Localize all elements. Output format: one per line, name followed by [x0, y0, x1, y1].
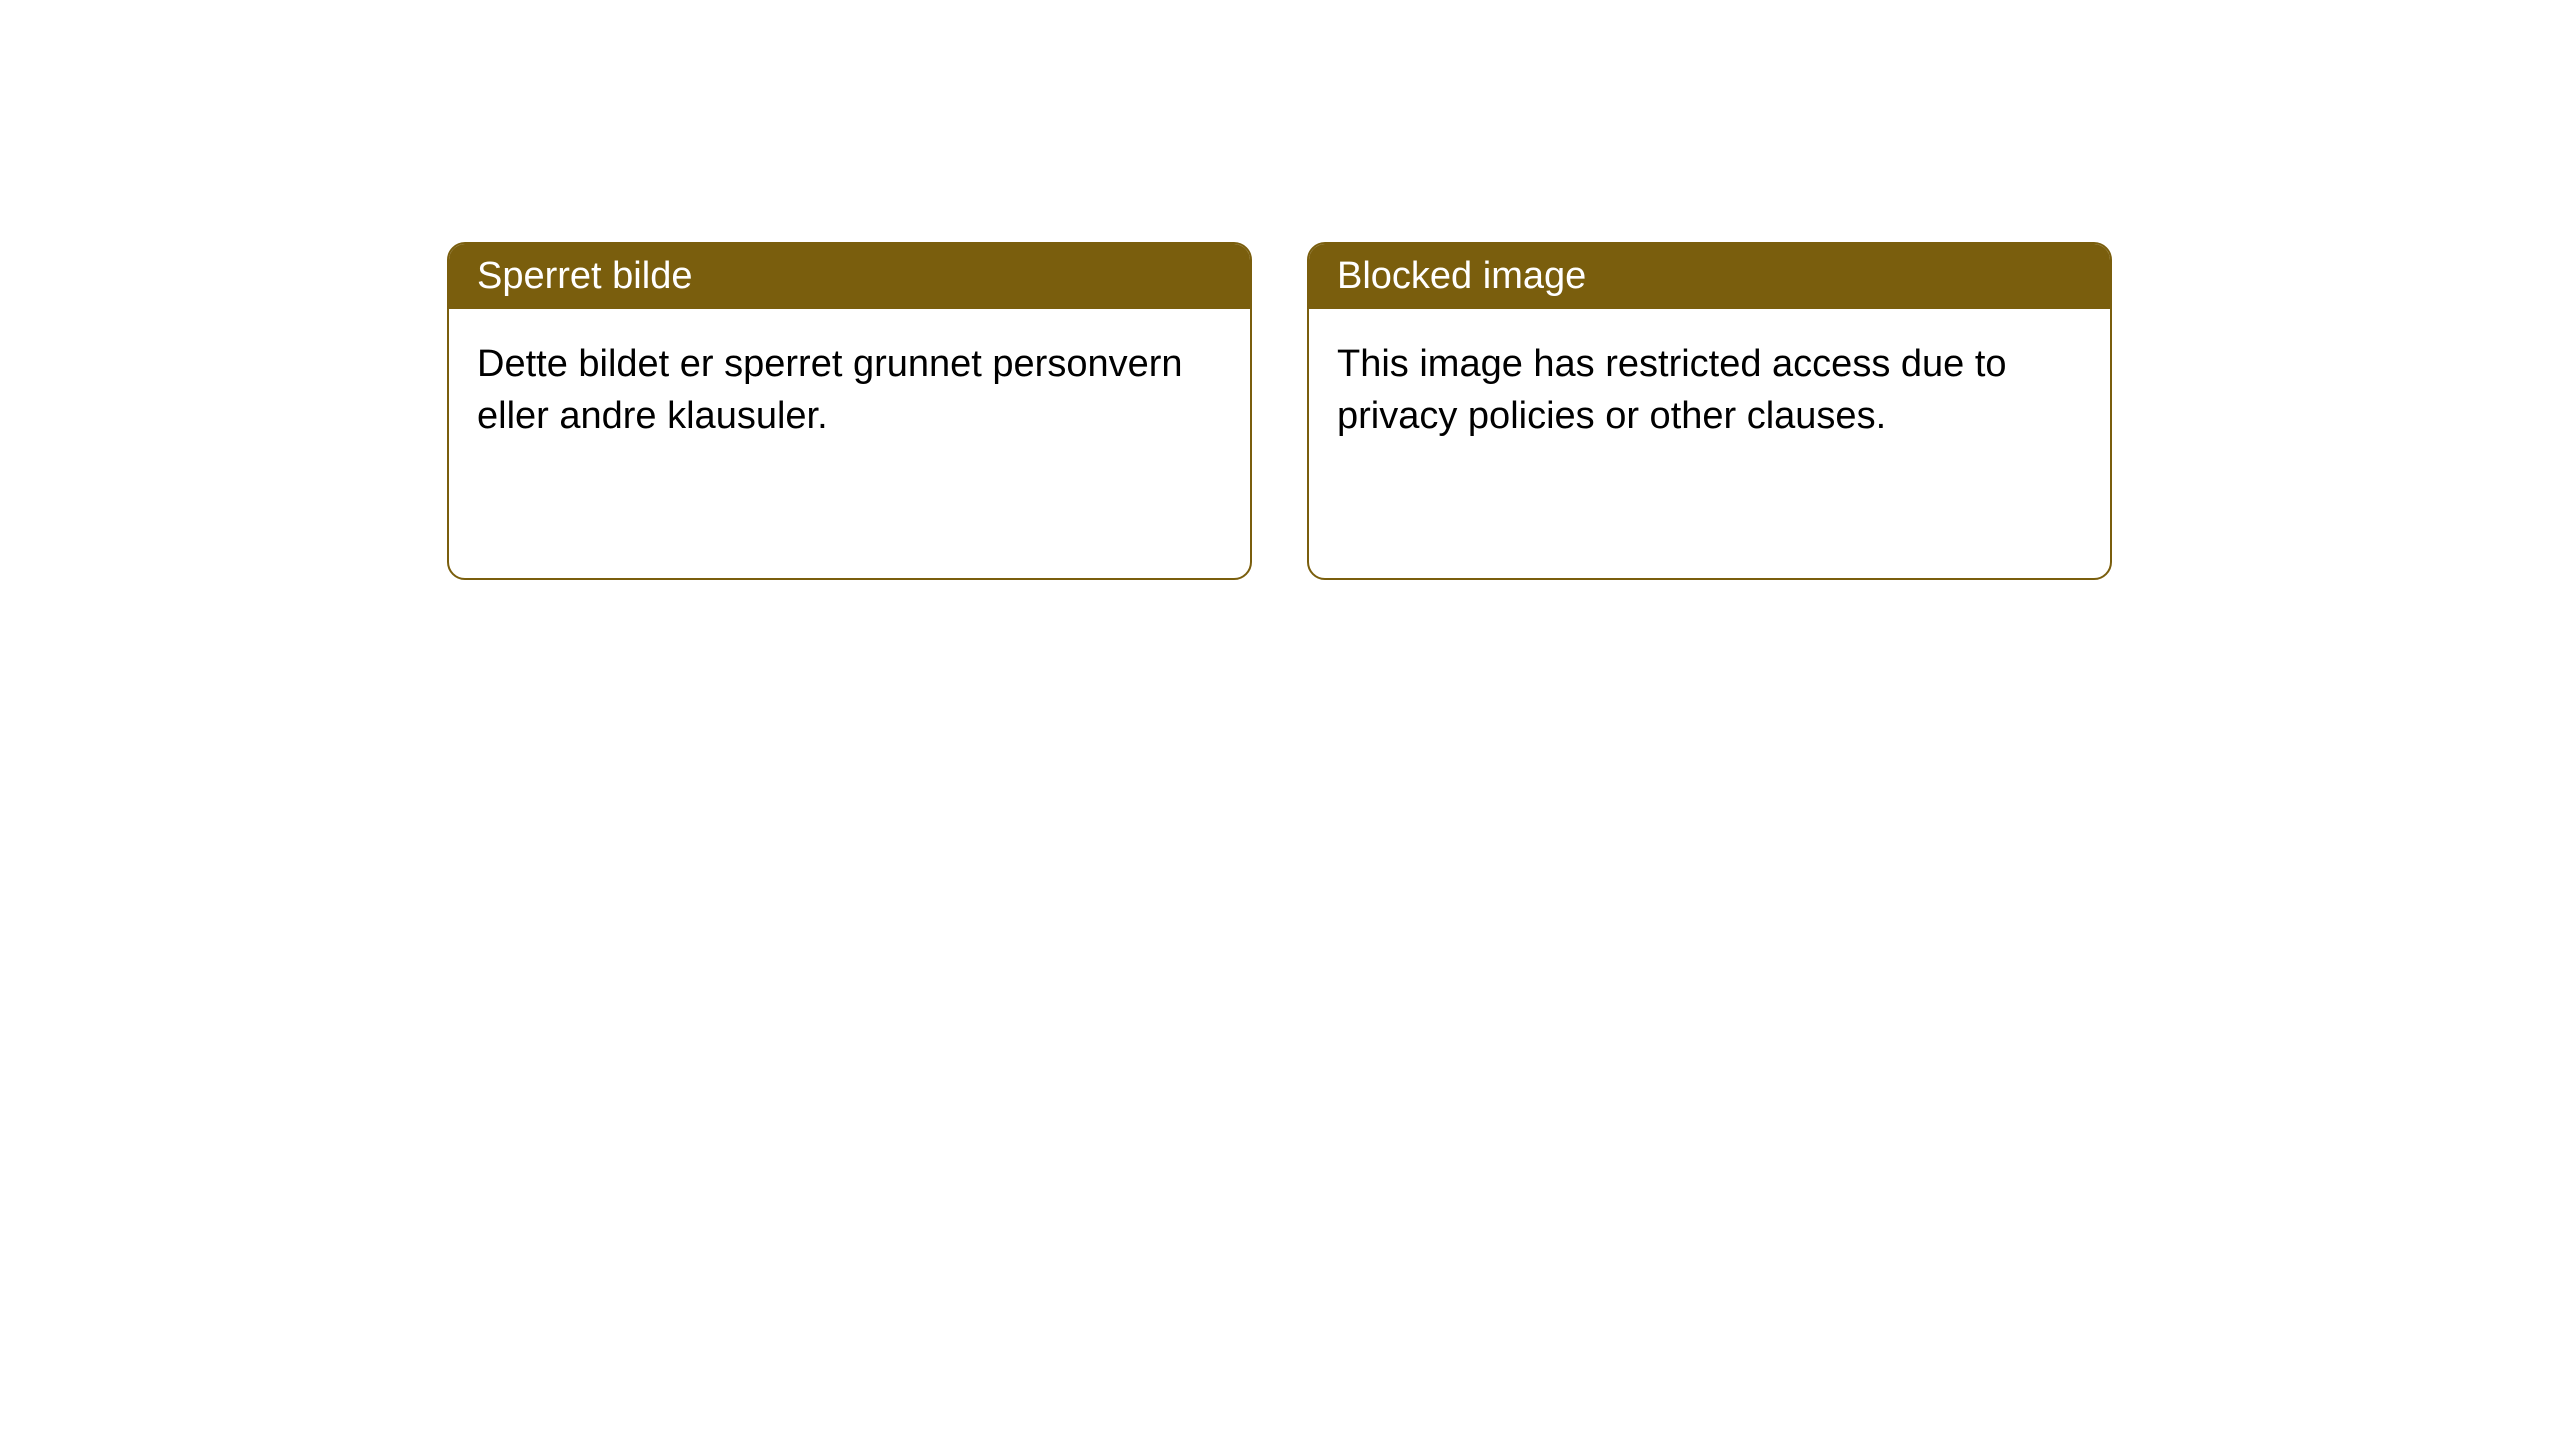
notice-body-english: This image has restricted access due to … [1309, 309, 2110, 472]
notice-header-text: Sperret bilde [477, 255, 692, 297]
notice-header-english: Blocked image [1309, 244, 2110, 309]
notice-body-norwegian: Dette bildet er sperret grunnet personve… [449, 309, 1250, 472]
notice-header-text: Blocked image [1337, 255, 1586, 297]
notice-body-text: Dette bildet er sperret grunnet personve… [477, 343, 1183, 436]
notice-header-norwegian: Sperret bilde [449, 244, 1250, 309]
notice-container: Sperret bilde Dette bildet er sperret gr… [447, 242, 2112, 580]
notice-box-english: Blocked image This image has restricted … [1307, 242, 2112, 580]
notice-box-norwegian: Sperret bilde Dette bildet er sperret gr… [447, 242, 1252, 580]
notice-body-text: This image has restricted access due to … [1337, 343, 2007, 436]
